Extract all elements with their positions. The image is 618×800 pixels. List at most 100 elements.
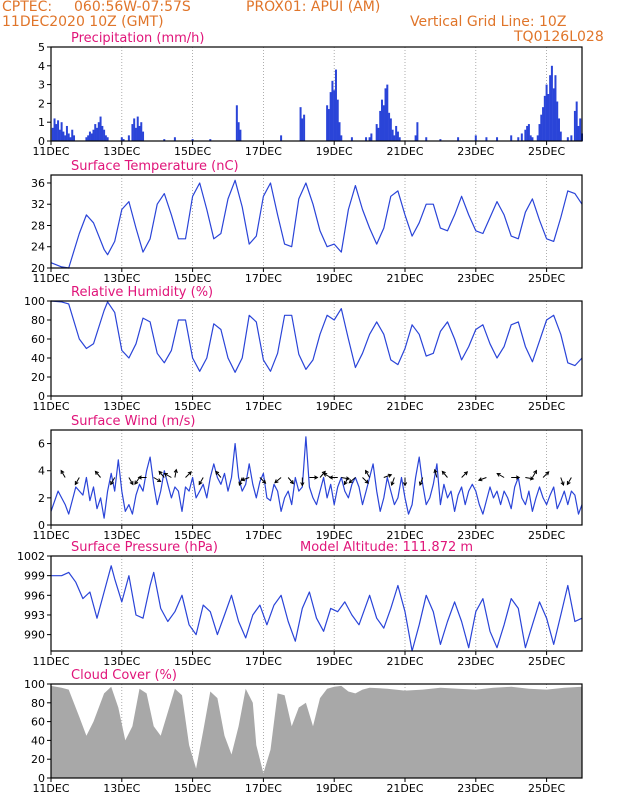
panel-frame [50,300,583,397]
wind-arrow-head [402,482,408,487]
x-tick-label: 13DEC [103,145,140,158]
precip-bar [547,94,550,141]
wind-arrow [74,477,80,486]
y-tick-label: 993 [24,609,45,622]
wind-arrow [390,477,395,486]
precip-bar [543,95,546,141]
wind-arrow-head [477,477,483,482]
wind-arrow-shaft [158,471,165,478]
y-tick-label: 2 [38,492,45,505]
y-tick-label: 32 [31,198,45,211]
precip-bar [67,133,70,141]
wind-arrow [477,477,487,482]
precip-bar [384,88,387,141]
x-tick-label: 17DEC [245,400,282,413]
panel-frame [50,46,583,142]
x-tick-label: 15DEC [174,782,211,795]
precip-bar [120,137,123,141]
precip-bar [527,124,530,141]
y-tick-label: 5 [38,41,45,54]
panel-frame [50,429,583,526]
wind-arrow-head [240,477,246,482]
header-grid-note: Vertical Grid Line: 10Z [410,14,567,30]
y-tick-label: 2 [38,97,45,110]
x-tick-label: 25DEC [528,655,565,668]
x-tick-label: 13DEC [103,529,140,542]
y-tick-label: 4 [38,60,45,73]
wind-arrow [259,477,267,484]
x-tick-label: 25DEC [528,272,565,285]
panel-precip: 0 1 2 3 4 5 11DEC 13DEC 15DEC 17DEC 19DEC 21DEC 23DE… [32,31,583,158]
x-tick-label: 23DEC [457,529,494,542]
x-tick-label: 11DEC [32,655,69,668]
panel-annotation: Model Altitude: 111.872 m [300,540,473,555]
x-tick-label: 11DEC [32,400,69,413]
header: CPTEC: 060:56W-07:57S PROX01: APUI (AM) … [0,0,618,48]
y-tick-label: 20 [31,262,45,275]
precip-bar [51,127,54,141]
wind-arrow [110,477,116,486]
precip-bar [350,137,353,141]
precip-bar [396,131,399,141]
wind-arrow-head [187,471,192,476]
y-tick-label: 20 [31,753,45,766]
wind-arrow-head [566,480,571,486]
x-tick-label: 13DEC [103,655,140,668]
precip-bar [474,135,477,141]
x-tick-label: 25DEC [528,782,565,795]
wind-arrow-head [328,475,334,480]
y-tick-label: 1 [38,116,45,129]
wind-arrow [158,470,165,478]
panel-cloud: 0 20 40 60 80 100 11DEC 13DEC 15DEC 17DEC 19DEC 21D… [24,668,583,795]
precip-bar [133,118,136,141]
wind-arrow-shaft [496,473,505,478]
wind-arrow-head [560,481,565,486]
precip-bar [209,139,212,141]
precip-bar [303,114,306,141]
header-date: 11DEC2020 10Z (GMT) [2,14,164,30]
wind-arrow [322,472,331,478]
wind-arrow-head [418,481,423,486]
y-tick-label: 60 [31,333,45,346]
wind-arrow [238,477,243,486]
precip-bar [425,137,428,141]
wind-arrow-head [157,478,162,483]
wind-arrow-shaft [532,470,537,478]
precip-bar [122,139,125,141]
x-tick-label: 23DEC [457,145,494,158]
wind-arrow-shaft [441,471,448,478]
y-tick-label: 1002 [17,550,45,563]
precip-bar [173,137,176,141]
precip-bar [545,84,548,141]
x-tick-label: 21DEC [386,272,423,285]
precip-bar [336,99,339,141]
precip-bar [485,137,488,141]
wind-arrow-head [238,481,243,486]
wind-arrow-shaft [566,477,572,485]
wind-arrow-head [134,480,139,485]
wind-arrow [309,475,319,480]
precip-bar [395,125,398,141]
wind-arrow-shaft [198,477,204,485]
panel-frame [50,683,583,779]
wind-arrow [153,477,162,483]
precip-bar [538,124,541,141]
wind-arrow-shaft [134,477,140,485]
panel-frame [50,555,583,652]
precip-bar [577,125,580,141]
precip-bar [536,135,539,141]
wind-arrow-head [387,473,393,478]
y-tick-label: 0 [38,519,45,532]
wind-arrow-head [515,475,521,480]
wind-arrow-shaft [365,470,371,478]
x-tick-label: 15DEC [174,529,211,542]
precip-bar [73,135,76,141]
wind-arrow [402,477,408,487]
wind-arrow-shaft [542,471,550,478]
precip-bar [529,135,532,141]
wind-arrow [365,469,371,478]
x-tick-label: 17DEC [245,529,282,542]
precip-bar [53,118,56,141]
wind-arrow [433,468,438,478]
